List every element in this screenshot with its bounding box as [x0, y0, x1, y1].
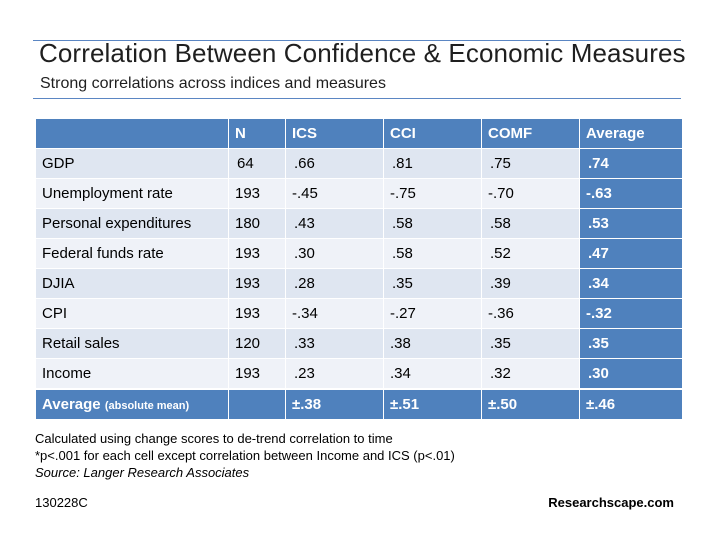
source-line: Source: Langer Research Associates — [35, 465, 250, 480]
cell-average: -.63 — [579, 178, 683, 209]
cell-n: 193 — [228, 358, 286, 390]
footer-cell-average: ±.46 — [579, 388, 683, 420]
table-header-row: N ICS CCI COMF Average — [35, 118, 683, 149]
cell-ics: .30 — [285, 238, 384, 269]
cell-n: 120 — [228, 328, 286, 359]
brand-label: Researchscape.com — [548, 495, 674, 510]
footer-cell-cci: ±.51 — [383, 388, 482, 420]
header-cell-n: N — [228, 118, 286, 149]
cell-n: 193 — [228, 298, 286, 329]
cell-cci: .34 — [383, 358, 482, 390]
row-label: Federal funds rate — [35, 238, 229, 269]
cell-comf: .39 — [481, 268, 580, 299]
cell-n: 193 — [228, 268, 286, 299]
cell-cci: .35 — [383, 268, 482, 299]
header-cell-cci: CCI — [383, 118, 482, 149]
cell-cci: .81 — [383, 148, 482, 179]
cell-n: 193 — [228, 178, 286, 209]
row-label: Retail sales — [35, 328, 229, 359]
title-rule-bottom — [33, 98, 681, 99]
cell-n: 180 — [228, 208, 286, 239]
table-footer-row: Average (absolute mean) ±.38 ±.51 ±.50 ±… — [35, 388, 683, 420]
cell-ics: -.45 — [285, 178, 384, 209]
title-rule-top — [33, 40, 681, 41]
note-line-1: Calculated using change scores to de-tre… — [35, 431, 393, 446]
correlation-table: N ICS CCI COMF Average GDP 64 .66 .81 .7… — [35, 118, 683, 420]
table-row: GDP 64 .66 .81 .75 .74 — [35, 148, 683, 179]
row-label: GDP — [35, 148, 229, 179]
row-label: DJIA — [35, 268, 229, 299]
cell-ics: -.34 — [285, 298, 384, 329]
header-cell-label — [35, 118, 229, 149]
header-cell-comf: COMF — [481, 118, 580, 149]
cell-average: .35 — [579, 328, 683, 359]
header-cell-average: Average — [579, 118, 683, 149]
footer-label-note: (absolute mean) — [104, 400, 190, 412]
table-row: Retail sales 120 .33 .38 .35 .35 — [35, 328, 683, 359]
row-label: CPI — [35, 298, 229, 329]
note-line-2: *p<.001 for each cell except correlation… — [35, 448, 455, 463]
header-cell-ics: ICS — [285, 118, 384, 149]
cell-cci: -.27 — [383, 298, 482, 329]
table-row: Income 193 .23 .34 .32 .30 — [35, 358, 683, 390]
cell-cci: .58 — [383, 208, 482, 239]
footer-label: Average — [42, 396, 101, 413]
row-label: Unemployment rate — [35, 178, 229, 209]
table-row: Personal expenditures 180 .43 .58 .58 .5… — [35, 208, 683, 239]
notes-block: Calculated using change scores to de-tre… — [35, 430, 455, 481]
cell-comf: .32 — [481, 358, 580, 390]
cell-average: .47 — [579, 238, 683, 269]
cell-comf: .52 — [481, 238, 580, 269]
cell-ics: .43 — [285, 208, 384, 239]
footer-cell-ics: ±.38 — [285, 388, 384, 420]
cell-ics: .66 — [285, 148, 384, 179]
cell-cci: -.75 — [383, 178, 482, 209]
slide-subtitle: Strong correlations across indices and m… — [40, 75, 386, 92]
table-row: Unemployment rate 193 -.45 -.75 -.70 -.6… — [35, 178, 683, 209]
cell-comf: .58 — [481, 208, 580, 239]
footer-label-cell: Average (absolute mean) — [35, 388, 229, 420]
cell-average: .53 — [579, 208, 683, 239]
cell-average: .34 — [579, 268, 683, 299]
footer-cell-comf: ±.50 — [481, 388, 580, 420]
row-label: Personal expenditures — [35, 208, 229, 239]
cell-comf: .75 — [481, 148, 580, 179]
cell-n: 193 — [228, 238, 286, 269]
cell-comf: .35 — [481, 328, 580, 359]
cell-ics: .33 — [285, 328, 384, 359]
cell-comf: -.36 — [481, 298, 580, 329]
slide-title: Correlation Between Confidence & Economi… — [39, 38, 686, 68]
table-row: DJIA 193 .28 .35 .39 .34 — [35, 268, 683, 299]
cell-comf: -.70 — [481, 178, 580, 209]
slide-code: 130228C — [35, 495, 88, 510]
cell-n: 64 — [228, 148, 286, 179]
cell-ics: .28 — [285, 268, 384, 299]
footer-cell-n — [228, 388, 286, 420]
cell-average: .74 — [579, 148, 683, 179]
cell-ics: .23 — [285, 358, 384, 390]
table-row: Federal funds rate 193 .30 .58 .52 .47 — [35, 238, 683, 269]
cell-cci: .38 — [383, 328, 482, 359]
table-row: CPI 193 -.34 -.27 -.36 -.32 — [35, 298, 683, 329]
row-label: Income — [35, 358, 229, 390]
cell-cci: .58 — [383, 238, 482, 269]
cell-average: .30 — [579, 358, 683, 390]
cell-average: -.32 — [579, 298, 683, 329]
